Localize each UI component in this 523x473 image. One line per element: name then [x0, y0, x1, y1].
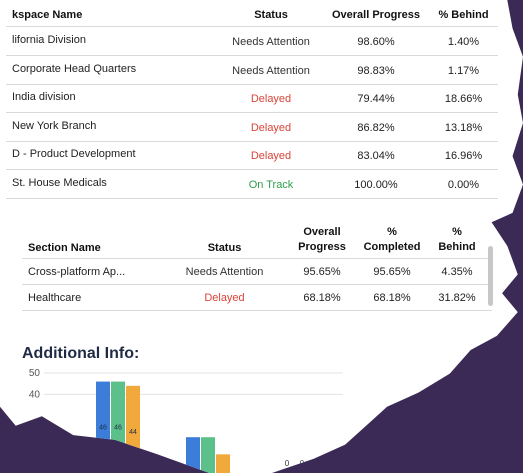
bar-value-label: 0	[300, 459, 305, 468]
workspace-name[interactable]: lifornia Division	[12, 34, 86, 46]
workspace-name[interactable]: St. House Medicals	[12, 176, 107, 189]
column-header-completed-line2[interactable]: Completed	[363, 241, 421, 253]
completed-value: 95.65%	[373, 266, 411, 278]
table-row[interactable]: D - Product Development Delayed 83.04% 16.9…	[6, 141, 498, 170]
status-badge: On Track	[248, 178, 294, 191]
table-row[interactable]: Healthcare Delayed 68.18% 68.18% 31.82%	[22, 285, 492, 311]
column-header-status[interactable]: Status	[207, 242, 242, 254]
additional-info-chart: 50 40 46 46 44 0 0 0	[29, 368, 343, 473]
table-row[interactable]: St. House Medicals On Track 100.00% 0.00%	[6, 170, 498, 199]
column-header-status[interactable]: Status	[254, 9, 288, 21]
behind-value: 1.40%	[447, 36, 480, 48]
behind-value: 4.35%	[441, 266, 473, 278]
status-badge: Needs Attention	[232, 36, 310, 48]
chart-bar[interactable]	[201, 437, 215, 473]
bar-value-label: 0	[315, 459, 320, 468]
table-row[interactable]: Cross-platform Ap... Needs Attention 95.65…	[22, 259, 492, 285]
table-row[interactable]: India division Delayed 79.44% 18.66%	[6, 84, 498, 113]
bar-value-label: 0	[285, 459, 290, 468]
behind-value: 0.00%	[447, 178, 480, 191]
table-row[interactable]: Corporate Head Quarters Needs Attention 98…	[6, 56, 498, 85]
section-name[interactable]: Cross-platform Ap...	[28, 266, 126, 278]
status-badge: Delayed	[204, 292, 245, 304]
status-badge: Delayed	[250, 93, 292, 105]
column-header-workspace-name[interactable]: kspace Name	[12, 9, 83, 21]
overall-progress-value: 79.44%	[357, 93, 395, 105]
column-header-overall-progress[interactable]: Overall Progress	[331, 9, 421, 21]
column-header-overall-line2[interactable]: Progress	[298, 241, 346, 253]
overall-progress-value: 100.00%	[354, 178, 398, 191]
bar-value-label: 44	[129, 429, 137, 436]
overall-progress-value: 95.65%	[303, 266, 341, 278]
overall-progress-value: 83.04%	[357, 150, 395, 162]
section-name[interactable]: Healthcare	[28, 292, 82, 304]
completed-value: 68.18%	[373, 292, 411, 304]
behind-value: 16.96%	[444, 150, 483, 162]
status-badge: Needs Attention	[185, 266, 264, 278]
status-badge: Delayed	[250, 121, 292, 134]
behind-value: 31.82%	[438, 292, 476, 304]
bar-value-label: 46	[114, 425, 122, 432]
table-row[interactable]: New York Branch Delayed 86.82% 13.18%	[6, 113, 498, 142]
table-header-row: Section Name Status Overall Progress % C…	[22, 222, 492, 259]
column-header-behind[interactable]: % Behind	[438, 9, 489, 21]
workspace-name[interactable]: D - Product Development	[12, 148, 136, 160]
workspace-name[interactable]: India division	[12, 91, 76, 103]
overall-progress-value: 68.18%	[303, 292, 341, 304]
section-table-scrollbar[interactable]	[488, 246, 493, 306]
behind-value: 13.18%	[444, 121, 483, 134]
table-row[interactable]: lifornia Division Needs Attention 98.60% 1.…	[6, 27, 498, 56]
chart-bar[interactable]	[186, 437, 200, 473]
behind-value: 1.17%	[447, 64, 480, 77]
column-header-behind-line1[interactable]: %	[452, 226, 462, 238]
additional-info-title: Additional Info:	[22, 345, 140, 362]
workspace-name[interactable]: New York Branch	[12, 119, 97, 132]
y-tick-label: 50	[29, 368, 41, 379]
status-badge: Needs Attention	[232, 64, 310, 77]
bar-value-label: 46	[99, 425, 107, 432]
column-header-section-name[interactable]: Section Name	[28, 242, 101, 254]
chart-bar[interactable]	[216, 454, 230, 473]
column-header-overall-line1[interactable]: Overall	[303, 226, 341, 238]
y-tick-label: 40	[29, 389, 41, 400]
table-header-row: kspace Name Status Overall Progress % Be…	[6, 4, 498, 27]
status-badge: Delayed	[250, 150, 292, 162]
overall-progress-value: 98.60%	[357, 36, 395, 48]
overall-progress-value: 98.83%	[357, 64, 395, 77]
overall-progress-value: 86.82%	[357, 121, 395, 134]
workspace-name[interactable]: Corporate Head Quarters	[12, 62, 137, 75]
column-header-behind-line2[interactable]: Behind	[438, 241, 476, 253]
column-header-completed-line1[interactable]: %	[387, 226, 397, 238]
behind-value: 18.66%	[444, 93, 483, 105]
